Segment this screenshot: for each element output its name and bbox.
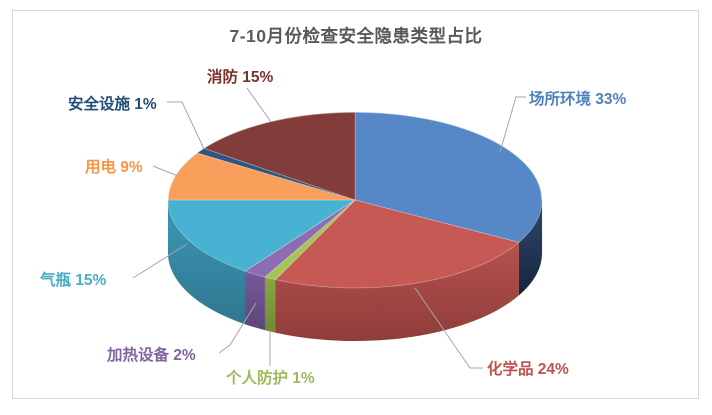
slice-label-chemicals: 化学品 24% xyxy=(487,359,569,378)
pie-slice-personal-protection[interactable] xyxy=(264,199,356,281)
leader-line-fire xyxy=(246,87,272,123)
slice-label-electricity: 用电 9% xyxy=(85,157,143,176)
slice-label-heating-equipment: 加热设备 2% xyxy=(106,345,196,364)
leader-line-gas-cylinders xyxy=(132,243,188,279)
pie-slice-heating-equipment[interactable] xyxy=(244,199,356,278)
leader-line-electricity xyxy=(152,165,179,177)
slice-label-safety-facilities: 安全设施 1% xyxy=(68,94,157,113)
slice-label-fire: 消防 15% xyxy=(207,67,274,86)
chart-title: 7-10月份检查安全隐患类型占比 xyxy=(229,26,483,46)
leader-line-safety-facilities xyxy=(167,101,205,150)
pie-slice-side-personal-protection xyxy=(264,276,276,333)
pie-slice-chemicals[interactable] xyxy=(274,199,520,289)
pie-rim-highlight xyxy=(167,111,543,201)
pie-slice-site-environment[interactable] xyxy=(354,111,543,243)
leader-line-site-environment xyxy=(499,96,526,153)
pie-slice-gas-cylinders[interactable] xyxy=(167,199,357,272)
slice-label-site-environment: 场所环境 33% xyxy=(529,89,627,108)
leader-line-chemicals xyxy=(414,287,483,369)
slice-label-personal-protection: 个人防护 1% xyxy=(225,368,315,387)
slice-label-gas-cylinders: 气瓶 15% xyxy=(39,270,107,289)
leader-line-heating-equipment xyxy=(218,302,257,354)
pie-slice-side-heating-equipment xyxy=(244,270,266,331)
